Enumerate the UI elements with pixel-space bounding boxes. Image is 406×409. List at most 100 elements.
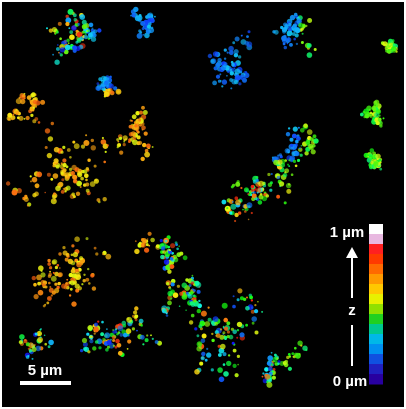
speckle <box>16 113 18 115</box>
speckle <box>201 311 207 317</box>
speckle <box>109 76 112 79</box>
speckle <box>273 360 275 362</box>
speckle <box>220 328 222 330</box>
speckle <box>65 175 67 177</box>
speckle <box>223 62 227 66</box>
speckle <box>216 333 221 338</box>
speckle <box>303 123 308 128</box>
speckle <box>275 363 278 366</box>
speckle <box>54 158 59 163</box>
speckle <box>192 288 194 290</box>
speckle <box>214 322 218 326</box>
speckle <box>104 332 110 338</box>
speckle <box>270 181 273 184</box>
speckle <box>242 209 244 211</box>
speckle <box>288 23 291 26</box>
speckle <box>262 376 264 378</box>
speckle <box>290 138 294 142</box>
speckle <box>140 335 145 340</box>
speckle <box>378 118 382 122</box>
speckle <box>95 252 98 255</box>
speckle <box>76 192 80 196</box>
speckle <box>62 246 65 249</box>
speckle <box>23 93 25 95</box>
speckle <box>232 41 235 44</box>
speckle <box>141 157 145 161</box>
speckle <box>237 355 240 358</box>
speckle <box>222 79 227 84</box>
speckle <box>185 309 187 311</box>
speckle <box>146 144 151 149</box>
speckle <box>254 304 256 306</box>
speckle <box>145 28 148 31</box>
speckle <box>185 278 188 281</box>
speckle <box>58 282 61 285</box>
speckle <box>217 367 223 373</box>
speckle <box>290 157 292 159</box>
speckle <box>76 269 79 272</box>
speckle <box>194 369 200 375</box>
speckle <box>277 155 279 157</box>
speckle <box>223 371 229 377</box>
speckle <box>233 295 235 297</box>
speckle <box>228 354 230 356</box>
speckle <box>98 346 101 349</box>
speckle <box>45 286 48 289</box>
speckle <box>234 69 240 75</box>
speckle <box>370 148 375 153</box>
speckle <box>238 211 241 214</box>
color-bar-segment <box>369 224 383 235</box>
speckle <box>51 122 54 125</box>
speckle <box>164 309 166 311</box>
speckle <box>206 348 208 350</box>
speckle <box>23 339 27 343</box>
speckle <box>129 125 133 129</box>
speckle <box>73 252 78 257</box>
speckle <box>234 68 236 70</box>
speckle <box>262 182 265 185</box>
speckle <box>94 331 96 333</box>
speckle <box>85 183 89 187</box>
speckle <box>67 148 71 152</box>
speckle <box>284 201 287 204</box>
speckle <box>91 145 96 150</box>
speckle <box>62 146 65 149</box>
speckle <box>60 172 63 175</box>
speckle <box>246 202 252 208</box>
speckle <box>147 238 149 240</box>
speckle <box>249 296 253 300</box>
speckle <box>79 14 85 20</box>
speckle <box>310 137 314 141</box>
speckle <box>37 282 41 286</box>
speckle <box>68 259 73 264</box>
speckle <box>118 351 123 356</box>
speckle <box>54 147 60 153</box>
speckle <box>90 273 94 277</box>
speckle <box>146 334 148 336</box>
speckle <box>83 274 85 276</box>
color-bar-segment <box>369 284 383 295</box>
speckle <box>237 322 242 327</box>
speckle <box>229 211 232 214</box>
speckle <box>221 85 223 87</box>
speckle <box>291 173 294 176</box>
speckle <box>179 305 181 307</box>
speckle <box>75 41 78 44</box>
speckle <box>44 192 46 194</box>
speckle <box>32 177 38 183</box>
speckle <box>135 240 137 242</box>
speckle <box>224 327 228 331</box>
speckle <box>154 16 156 18</box>
speckle <box>239 332 244 337</box>
speckle <box>298 127 300 129</box>
speckle <box>239 74 245 80</box>
speckle <box>133 310 137 314</box>
speckle <box>44 343 47 346</box>
speckle <box>199 362 203 366</box>
speckle <box>59 37 62 40</box>
speckle <box>71 301 76 306</box>
speckle <box>86 237 89 240</box>
speckle <box>135 318 138 321</box>
speckle <box>237 298 240 301</box>
speckle <box>70 288 73 291</box>
